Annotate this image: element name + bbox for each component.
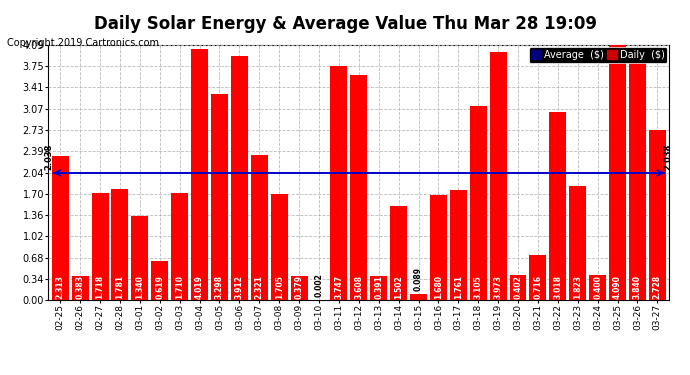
Bar [112, 189, 128, 300]
Bar [649, 130, 666, 300]
Text: 2.038: 2.038 [664, 144, 673, 170]
Text: 0.002: 0.002 [315, 273, 324, 297]
Bar [92, 193, 108, 300]
Bar [251, 155, 268, 300]
Text: 0.089: 0.089 [414, 267, 423, 291]
Bar [569, 186, 586, 300]
Text: 1.710: 1.710 [175, 275, 184, 299]
Text: 1.680: 1.680 [434, 275, 443, 299]
Text: 0.619: 0.619 [155, 275, 164, 299]
Bar [490, 52, 506, 300]
Text: 2.313: 2.313 [56, 275, 65, 299]
Bar [371, 276, 387, 300]
Text: 0.383: 0.383 [76, 275, 85, 299]
Bar [211, 94, 228, 300]
Bar [609, 45, 626, 300]
Text: 2.728: 2.728 [653, 274, 662, 299]
Bar [290, 276, 308, 300]
Bar [589, 275, 606, 300]
Bar [171, 194, 188, 300]
Text: 0.402: 0.402 [513, 275, 522, 299]
Bar [351, 75, 367, 300]
Text: 1.502: 1.502 [394, 275, 403, 299]
Text: 3.912: 3.912 [235, 275, 244, 299]
Bar [450, 190, 466, 300]
Text: 0.716: 0.716 [533, 275, 542, 299]
Text: Daily Solar Energy & Average Value Thu Mar 28 19:09: Daily Solar Energy & Average Value Thu M… [94, 15, 596, 33]
Text: 3.298: 3.298 [215, 275, 224, 299]
Bar [410, 294, 427, 300]
Bar [529, 255, 546, 300]
Bar [629, 61, 646, 300]
Text: 3.105: 3.105 [474, 275, 483, 299]
Text: 1.781: 1.781 [115, 274, 124, 299]
Text: 3.973: 3.973 [493, 275, 502, 299]
Bar [52, 156, 69, 300]
Text: 0.400: 0.400 [593, 275, 602, 299]
Bar [251, 155, 268, 300]
Bar [151, 261, 168, 300]
Bar [510, 275, 526, 300]
Bar [131, 216, 148, 300]
Text: 3.608: 3.608 [354, 275, 364, 299]
Bar [191, 50, 208, 300]
Text: 3.840: 3.840 [633, 275, 642, 299]
Bar [231, 56, 248, 300]
Text: 0.391: 0.391 [374, 275, 383, 299]
Bar [351, 75, 367, 300]
Bar [290, 276, 308, 300]
Text: Copyright 2019 Cartronics.com: Copyright 2019 Cartronics.com [7, 38, 159, 48]
Bar [450, 190, 466, 300]
Bar [510, 275, 526, 300]
Bar [470, 106, 486, 300]
Text: 1.823: 1.823 [573, 275, 582, 299]
Bar [211, 94, 228, 300]
Bar [131, 216, 148, 300]
Bar [112, 189, 128, 300]
Text: 4.019: 4.019 [195, 275, 204, 299]
Bar [609, 45, 626, 300]
Bar [270, 194, 288, 300]
Bar [72, 276, 88, 300]
Bar [92, 193, 108, 300]
Text: 1.705: 1.705 [275, 275, 284, 299]
Bar [231, 56, 248, 300]
Text: 2.038: 2.038 [45, 144, 54, 170]
Text: 1.718: 1.718 [95, 274, 105, 299]
Legend: Average  ($), Daily  ($): Average ($), Daily ($) [529, 47, 667, 63]
Text: 2.321: 2.321 [255, 275, 264, 299]
Bar [151, 261, 168, 300]
Bar [649, 130, 666, 300]
Bar [72, 276, 88, 300]
Bar [331, 66, 347, 300]
Text: 1.340: 1.340 [135, 275, 144, 299]
Text: 1.761: 1.761 [454, 275, 463, 299]
Bar [331, 66, 347, 300]
Bar [490, 52, 506, 300]
Bar [529, 255, 546, 300]
Text: 3.018: 3.018 [553, 275, 562, 299]
Bar [410, 294, 427, 300]
Bar [191, 50, 208, 300]
Text: 4.090: 4.090 [613, 275, 622, 299]
Bar [390, 206, 407, 300]
Bar [629, 61, 646, 300]
Text: 0.379: 0.379 [295, 275, 304, 299]
Bar [430, 195, 447, 300]
Bar [589, 275, 606, 300]
Bar [52, 156, 69, 300]
Text: 3.747: 3.747 [335, 274, 344, 299]
Bar [569, 186, 586, 300]
Bar [549, 112, 566, 300]
Bar [470, 106, 486, 300]
Bar [430, 195, 447, 300]
Bar [371, 276, 387, 300]
Bar [270, 194, 288, 300]
Bar [171, 194, 188, 300]
Bar [390, 206, 407, 300]
Bar [549, 112, 566, 300]
